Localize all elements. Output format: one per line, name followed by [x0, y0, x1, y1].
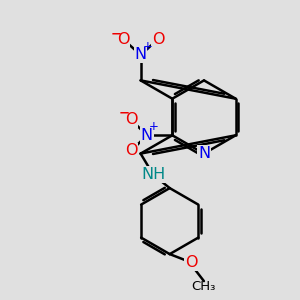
Text: O: O — [125, 112, 137, 127]
Text: O: O — [152, 32, 164, 47]
Text: O: O — [117, 32, 130, 47]
Text: O: O — [185, 255, 198, 270]
Text: −: − — [118, 106, 129, 120]
Text: +: + — [142, 40, 152, 53]
Text: CH₃: CH₃ — [192, 280, 216, 293]
Text: NH: NH — [141, 167, 165, 182]
Text: −: − — [110, 27, 121, 40]
Text: +: + — [148, 120, 158, 134]
Text: O: O — [125, 143, 137, 158]
Text: N: N — [134, 47, 147, 62]
Text: N: N — [141, 128, 153, 143]
Text: N: N — [198, 146, 210, 161]
